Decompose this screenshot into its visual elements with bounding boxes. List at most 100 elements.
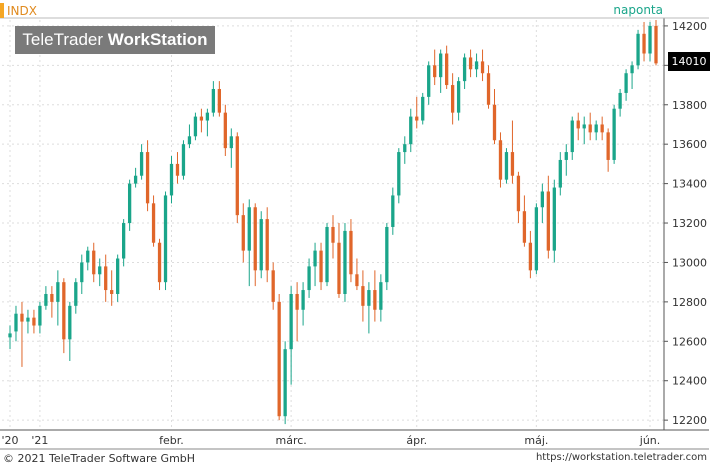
candle-body: [403, 144, 407, 153]
candle: [403, 136, 407, 164]
candle-body: [456, 81, 461, 113]
candle-body: [205, 112, 210, 121]
candle: [534, 203, 539, 275]
brand-light: TeleTrader: [22, 30, 108, 49]
candle: [421, 92, 425, 125]
candle-body: [642, 33, 646, 54]
candle-body: [259, 219, 263, 271]
candle-body: [122, 223, 126, 259]
candle: [127, 179, 132, 231]
candle: [199, 108, 204, 133]
candle: [385, 223, 389, 291]
candle: [558, 152, 562, 196]
candle-body: [552, 187, 556, 251]
candle-body: [648, 25, 652, 54]
candle-body: [271, 270, 275, 302]
candle: [86, 246, 90, 271]
candle: [439, 49, 443, 93]
candle-body: [582, 124, 586, 129]
candle: [271, 262, 275, 310]
candle-body: [295, 293, 299, 310]
candle: [462, 53, 467, 89]
period-label[interactable]: naponta: [613, 3, 663, 17]
candle: [415, 96, 419, 129]
candle-body: [540, 191, 544, 208]
candle: [26, 309, 30, 334]
candle: [163, 191, 168, 291]
candle: [361, 270, 365, 322]
candle-body: [504, 152, 509, 180]
candle: [516, 171, 521, 224]
candle: [588, 112, 592, 141]
candle: [576, 112, 580, 141]
candle: [145, 140, 150, 212]
y-tick-label: 13400: [672, 178, 707, 191]
candle-body: [110, 290, 114, 294]
candle-body: [265, 219, 269, 271]
candle: [211, 81, 216, 117]
candle: [373, 270, 377, 322]
candle: [427, 61, 431, 105]
candle: [313, 242, 317, 287]
candle: [44, 286, 48, 310]
candle-body: [217, 88, 221, 113]
candle-body: [492, 104, 497, 141]
candle: [265, 207, 269, 283]
candle: [648, 21, 652, 62]
candle: [654, 20, 658, 66]
candle-body: [44, 293, 48, 306]
candle-body: [486, 73, 491, 105]
candle-body: [534, 207, 539, 271]
candle: [504, 148, 509, 184]
candle-body: [14, 313, 18, 332]
candle-body: [439, 53, 443, 78]
x-tick-label: febr.: [159, 434, 184, 447]
candle: [397, 148, 401, 204]
candle: [151, 195, 156, 247]
candle: [642, 21, 646, 62]
candle-body: [606, 132, 610, 160]
candle: [367, 282, 371, 334]
candle-body: [468, 57, 473, 70]
x-tick-label: '21: [31, 434, 48, 447]
candle: [630, 61, 634, 89]
candle-body: [241, 215, 245, 251]
copyright-text: © 2021 TeleTrader Software GmbH: [3, 452, 196, 465]
candle-body: [528, 242, 533, 271]
candle-body: [391, 195, 395, 227]
candle-body: [570, 120, 574, 153]
candle: [223, 104, 227, 157]
candle-body: [32, 317, 36, 326]
candle: [337, 223, 341, 298]
y-tick-label: 13600: [672, 138, 707, 151]
candle-body: [516, 175, 521, 212]
y-tick-label: 12200: [672, 414, 707, 427]
candle-body: [433, 65, 437, 78]
candle-body: [98, 266, 102, 275]
candle: [474, 53, 479, 78]
candle: [564, 144, 568, 176]
candle-body: [594, 124, 598, 133]
candle: [181, 140, 186, 180]
candle-body: [199, 116, 204, 121]
ticker-symbol[interactable]: INDX: [7, 4, 37, 18]
candle-body: [289, 293, 293, 350]
candle-body: [253, 207, 257, 271]
candle-body: [462, 57, 467, 82]
candle: [450, 73, 455, 125]
candle: [241, 203, 245, 263]
candle-body: [235, 136, 239, 216]
candle-body: [92, 250, 96, 275]
candle-body: [588, 124, 592, 133]
candle: [133, 167, 138, 188]
candle-body: [450, 85, 455, 113]
footer-url[interactable]: https://workstation.teletrader.com: [535, 452, 707, 463]
x-tick-label: márc.: [275, 434, 306, 447]
candle: [229, 128, 233, 168]
candle-body: [181, 144, 186, 176]
y-tick-label: 13200: [672, 217, 707, 230]
candle: [157, 238, 162, 291]
candle-body: [283, 349, 287, 417]
